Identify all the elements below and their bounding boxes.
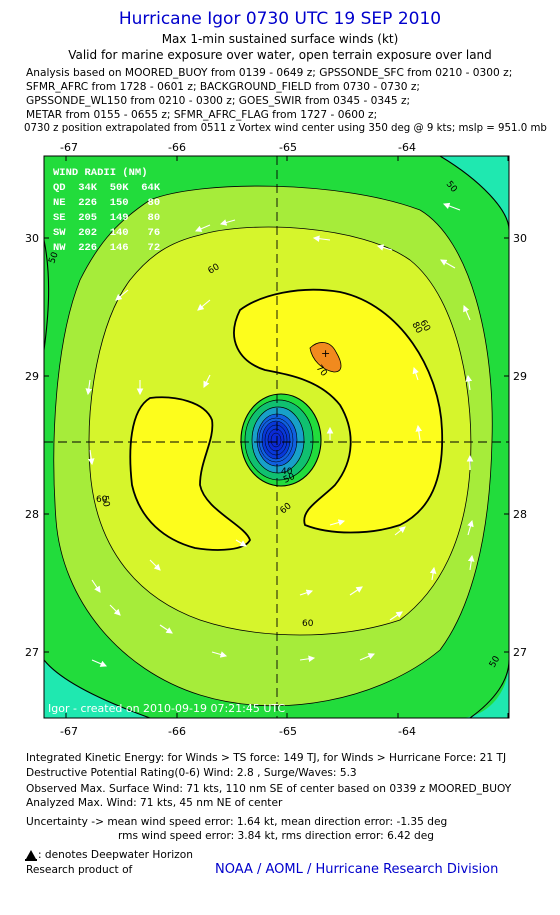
uncertainty-rms-line: rms wind speed error: 3.84 kt, rms direc… <box>118 830 435 842</box>
max-wind-marker: + <box>321 347 330 360</box>
x-tick-label-top: -65 <box>279 141 297 154</box>
map-frame <box>43 155 510 719</box>
wind-vector-arrow <box>312 235 331 242</box>
wind-vector-arrow <box>359 653 376 661</box>
map-subtitle-wind: Max 1-min sustained surface winds (kt) <box>161 32 399 46</box>
wind-vector-arrow <box>429 566 437 581</box>
wind-vector-arrow <box>235 539 247 547</box>
y-tick-label-left: 27 <box>25 646 39 659</box>
analysis-line: Analysis based on MOORED_BUOY from 0139 … <box>26 67 513 79</box>
wind-vector-arrow <box>203 374 211 388</box>
wind-vector-arrow <box>299 589 314 596</box>
x-tick-label-top: -66 <box>168 141 186 154</box>
wind-vector-arrow <box>159 624 173 634</box>
analysis-line: METAR from 0155 - 0655 z; SFMR_AFRC_FLAG… <box>26 109 378 121</box>
analysis-line: SFMR_AFRC from 1728 - 0601 z; BACKGROUND… <box>26 81 420 93</box>
wind-vector-arrow <box>463 304 471 321</box>
wind-vector-arrow <box>87 449 95 466</box>
wind-vector-arrow <box>197 299 211 311</box>
wind-vector-arrow <box>194 224 211 232</box>
position-note: 0730 z position extrapolated from 0511 z… <box>24 123 547 134</box>
ike-line: Integrated Kinetic Energy: for Winds > T… <box>26 752 507 764</box>
wind-vector-arrow <box>219 219 236 226</box>
wind-vector-arrow <box>467 554 475 571</box>
uncertainty-line: Uncertainty -> mean wind speed error: 1.… <box>26 816 448 828</box>
wind-vector-arrow <box>467 519 474 536</box>
wind-vector-arrow <box>394 526 406 536</box>
contour-label: 50 <box>99 495 111 508</box>
wind-radii-columns: QD 34K 50K 64K <box>53 182 161 194</box>
map-title: Hurricane Igor 0730 UTC 19 SEP 2010 <box>118 9 442 29</box>
axis-ticks <box>44 156 509 718</box>
wind-vector-arrow <box>299 655 316 663</box>
wind-vectors <box>85 202 475 667</box>
dwh-legend: : denotes Deepwater Horizon <box>38 849 193 861</box>
contour-label: 60 <box>302 619 314 629</box>
x-tick-label-bottom: -66 <box>168 725 186 738</box>
contour-label: 40 <box>281 467 293 477</box>
contour-lines <box>44 156 509 718</box>
deepwater-horizon-icon <box>25 850 37 861</box>
observed-max-line: Observed Max. Surface Wind: 71 kts, 110 … <box>26 783 512 795</box>
wind-radii-row: NE 226 150 80 <box>53 197 160 209</box>
y-tick-label-right: 28 <box>513 508 527 521</box>
analyzed-max-line: Analyzed Max. Wind: 71 kts, 45 nm NE of … <box>26 797 283 809</box>
eye-center <box>268 429 284 451</box>
wind-vector-arrow <box>465 374 473 391</box>
wind-vector-arrow <box>440 259 456 269</box>
research-label: Research product of <box>26 864 133 876</box>
y-tick-label-right: 30 <box>513 232 527 245</box>
wind-vector-arrow <box>91 579 101 593</box>
wind-vector-arrow <box>115 289 129 301</box>
wind-field-svg: + 50 50 50 50 60 60 60 60 60 70 80 40 50… <box>25 141 527 738</box>
contour-label: 50 <box>47 251 60 265</box>
y-tick-label-left: 29 <box>25 370 39 383</box>
wind-vector-arrow <box>85 379 93 396</box>
dpr-line: Destructive Potential Rating(0-6) Wind: … <box>26 767 357 779</box>
x-tick-label-top: -64 <box>398 141 416 154</box>
wind-vector-arrow <box>329 519 346 526</box>
x-tick-label-bottom: -67 <box>60 725 78 738</box>
contour-label: 60 <box>96 495 108 505</box>
map-subtitle-exposure: Valid for marine exposure over water, op… <box>68 48 492 62</box>
contour-fills: + 50 50 50 50 60 60 60 60 60 70 80 40 50… <box>44 156 509 718</box>
y-tick-label-right: 27 <box>513 646 527 659</box>
noaa-credit: NOAA / AOML / Hurricane Research Divisio… <box>215 862 499 877</box>
center-crosshair <box>44 156 509 718</box>
wind-vector-arrow <box>149 559 161 571</box>
wind-vector-arrow <box>415 424 423 441</box>
y-tick-label-left: 28 <box>25 508 39 521</box>
wind-vector-arrow <box>376 244 393 251</box>
y-tick-label-right: 29 <box>513 370 527 383</box>
wind-radii-header: WIND RADII (NM) <box>53 167 148 179</box>
wind-vector-arrow <box>109 604 121 616</box>
fill-wind-70kt-east <box>234 289 443 533</box>
analysis-line: GPSSONDE_WL150 from 0210 - 0300 z; GOES_… <box>26 95 411 107</box>
wind-vector-arrow <box>91 659 108 667</box>
wind-vector-arrow <box>412 366 419 381</box>
x-tick-label-bottom: -65 <box>279 725 297 738</box>
wind-radii-row: SE 205 149 80 <box>53 212 160 224</box>
wind-radii-row: SW 202 140 76 <box>53 227 160 239</box>
wind-radii-row: NW 226 146 72 <box>53 242 160 254</box>
wind-vector-arrow <box>349 586 363 596</box>
axis-labels: -67 -66 -65 -64 -67 -66 -65 -64 30 29 28… <box>25 141 527 738</box>
fill-wind-max <box>310 342 341 372</box>
wind-vector-arrow <box>442 202 461 211</box>
y-tick-label-left: 30 <box>25 232 39 245</box>
wind-radii-table: WIND RADII (NM) QD 34K 50K 64K NE 226 15… <box>53 167 161 254</box>
x-tick-label-top: -67 <box>60 141 78 154</box>
wind-field-map: + 50 50 50 50 60 60 60 60 60 70 80 40 50… <box>0 140 560 740</box>
fill-wind-70kt-west <box>130 397 250 550</box>
map-footer: Igor - created on 2010-09-19 07:21:45 UT… <box>48 702 285 715</box>
wind-vector-arrow <box>389 611 403 621</box>
x-tick-label-bottom: -64 <box>398 725 416 738</box>
contour-label: 50 <box>282 472 297 486</box>
wind-vector-arrow <box>211 651 228 658</box>
